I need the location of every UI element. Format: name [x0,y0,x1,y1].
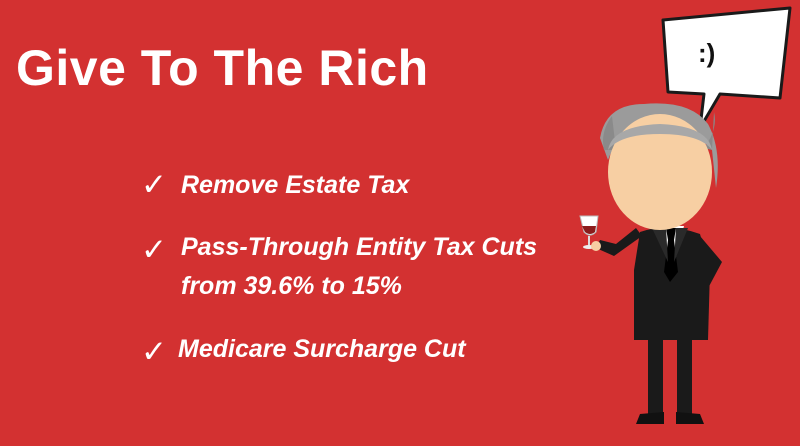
checkmark-icon: ✓ [141,167,167,203]
checkmark-icon: ✓ [141,334,167,370]
speech-bubble [661,6,792,130]
face-icon [600,103,718,230]
list-item-text: Pass-Through Entity Tax Cuts [181,233,538,261]
wine-glass-icon [579,215,599,249]
list-item-text-continued: from 39.6% to 15% [181,272,402,300]
list-item-text: Remove Estate Tax [181,171,410,199]
speech-bubble-text: :) [698,38,716,68]
list-item-text: Medicare Surcharge Cut [178,335,466,363]
hand [591,241,601,251]
suit-icon [596,226,722,340]
legs [636,330,704,424]
page-title: Give To The Rich [16,40,429,96]
checkmark-icon: ✓ [141,232,167,268]
